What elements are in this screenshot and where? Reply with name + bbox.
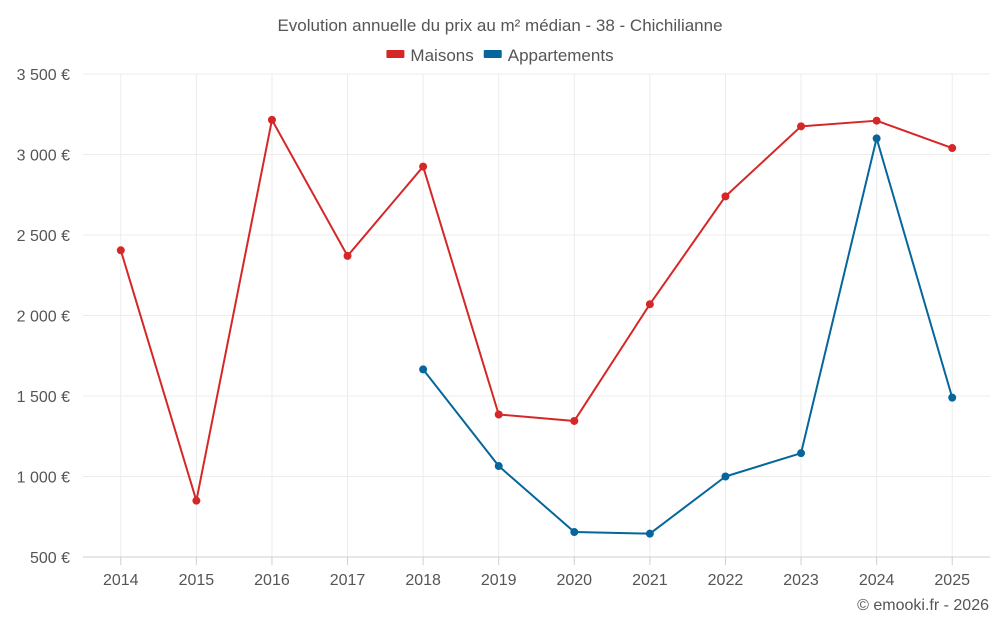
legend: Maisons Appartements [386,46,614,65]
data-point-maisons [494,410,503,419]
data-point-appartements [797,449,806,458]
x-tick-label: 2019 [481,572,517,589]
series-line-maisons [119,118,953,502]
x-tick-label: 2022 [708,572,744,589]
x-tick-label: 2021 [632,572,668,589]
data-point-maisons [570,416,579,425]
x-tick-label: 2017 [330,572,366,589]
data-point-appartements [570,528,579,537]
data-point-maisons [419,162,428,171]
data-point-maisons [948,144,957,153]
x-tick-label: 2018 [405,572,441,589]
data-point-appartements [419,365,428,374]
legend-label: Maisons [410,46,473,65]
data-point-maisons [192,496,201,505]
y-tick-label: 2 500 € [17,228,70,245]
data-point-appartements [721,472,730,481]
series-layer [116,115,957,538]
axes: 500 € 1 000 € 1 500 € 2 000 € 2 500 € 3 000 €… [17,67,990,589]
y-tick-label: 1 000 € [17,470,70,487]
data-point-maisons [645,300,654,309]
y-tick-label: 2 000 € [17,309,70,326]
chart-title: Evolution annuelle du prix au m² médian … [277,16,722,35]
data-point-appartements [494,462,503,471]
y-tick-label: 500 € [30,550,70,567]
legend-item-appartements[interactable]: Appartements [483,46,614,65]
data-point-maisons [267,115,276,124]
data-point-maisons [721,192,730,201]
x-tick-label: 2020 [556,572,592,589]
x-tick-label: 2025 [934,572,970,589]
data-point-maisons [116,246,125,255]
x-tick-label: 2024 [859,572,895,589]
data-point-maisons [343,251,352,260]
data-point-maisons [872,116,881,125]
series-line-appartements [422,137,954,535]
credit-text: © emooki.fr - 2026 [857,597,989,614]
x-tick-label: 2023 [783,572,819,589]
legend-label: Appartements [508,46,614,65]
data-point-appartements [948,393,957,402]
legend-item-maisons[interactable]: Maisons [386,46,474,65]
legend-swatch [386,50,405,58]
x-tick-label: 2015 [179,572,215,589]
y-tick-label: 1 500 € [17,389,70,406]
data-point-appartements [872,134,881,143]
y-tick-label: 3 000 € [17,148,70,165]
y-tick-label: 3 500 € [17,67,70,84]
x-tick-label: 2014 [103,572,139,589]
data-point-maisons [797,122,806,131]
legend-swatch [483,50,502,58]
x-tick-label: 2016 [254,572,290,589]
data-point-appartements [645,529,654,538]
grid [83,73,990,558]
